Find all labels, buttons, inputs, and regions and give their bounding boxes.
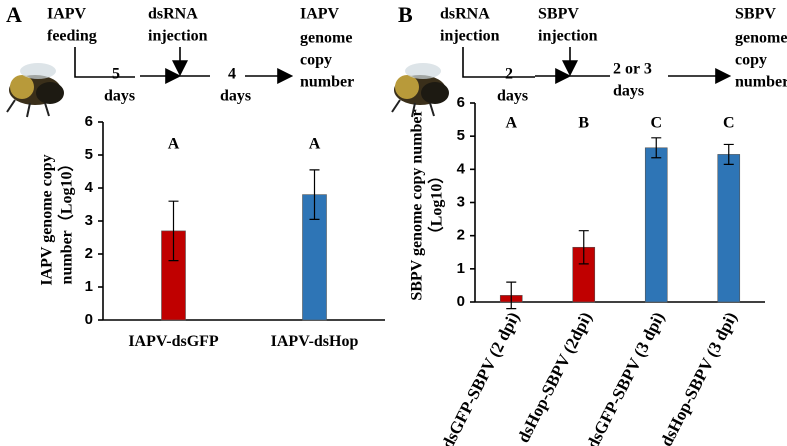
timeline-label: dsRNA (440, 6, 490, 23)
bee-image (391, 62, 450, 118)
timeline-label: injection (440, 28, 500, 45)
error-bar (578, 230, 589, 265)
bee-image (6, 62, 65, 118)
y-axis-label: IAPV genome copy (39, 154, 56, 285)
y-tick-label: 3 (85, 212, 93, 229)
significance-letter: C (650, 115, 662, 132)
timeline-label: copy (300, 52, 332, 69)
y-tick-label: 5 (457, 127, 465, 144)
y-tick-label: 0 (85, 311, 93, 328)
x-tick-label: IAPV-dsHop (271, 333, 359, 350)
timeline-label: injection (538, 28, 598, 45)
panel-label: A (6, 2, 22, 27)
timeline-label: IAPV (47, 6, 87, 23)
panel-label: B (398, 2, 413, 27)
y-tick-label: 5 (85, 146, 93, 163)
x-tick-label: dsGFP-SBPV (3 dpi) (583, 309, 668, 446)
timeline-label: injection (148, 28, 208, 45)
x-tick-label: dsGFP-SBPV (2 dpi) (438, 309, 523, 446)
timeline-label: feeding (47, 28, 97, 45)
timeline-label: days (104, 88, 135, 105)
significance-letter: A (309, 136, 321, 153)
timeline-label: number (735, 74, 787, 91)
timeline-label: SBPV (538, 6, 579, 23)
significance-letter: A (505, 115, 517, 132)
timeline-label: SBPV (735, 6, 776, 23)
y-tick-label: 1 (85, 278, 93, 295)
timeline-arrows (74, 47, 732, 84)
timeline-label: 5 (112, 66, 120, 83)
timeline-label: days (220, 88, 251, 105)
timeline-label: genome (300, 30, 352, 47)
timeline-label: genome (735, 30, 787, 47)
y-tick-label: 2 (457, 227, 465, 244)
timeline-label: number (300, 74, 354, 91)
error-bar (506, 281, 517, 310)
y-tick-label: 4 (457, 160, 466, 177)
error-bar (651, 137, 662, 159)
timeline-line (74, 47, 135, 78)
significance-letter: A (168, 136, 180, 153)
x-tick-label: dsHop-SBPV (3 dpi) (657, 309, 741, 446)
error-bar (168, 200, 179, 262)
timeline-line (462, 47, 535, 78)
timeline-label: dsRNA (148, 6, 198, 23)
y-tick-label: 6 (457, 94, 465, 111)
significance-letter: C (723, 115, 735, 132)
bar (644, 147, 668, 303)
timeline-label: IAPV (300, 6, 340, 23)
error-bar (723, 143, 734, 165)
y-axis-label: number（Log10） (58, 156, 76, 285)
timeline-label: copy (735, 52, 767, 69)
y-tick-label: 1 (457, 260, 465, 277)
timeline-label: days (613, 83, 644, 100)
timeline-label: 4 (228, 66, 236, 83)
bar (717, 154, 741, 303)
timeline-label: 2 (505, 66, 513, 83)
y-axis-label: （Log10） (428, 168, 446, 243)
y-tick-label: 2 (85, 245, 93, 262)
timeline-label: 2 or 3 (613, 61, 652, 78)
y-tick-label: 4 (85, 179, 94, 196)
y-tick-label: 3 (457, 193, 465, 210)
y-tick-label: 6 (85, 113, 93, 130)
x-tick-label: IAPV-dsGFP (128, 333, 219, 350)
y-axis-label: SBPV genome copy number (409, 109, 426, 300)
y-tick-label: 0 (457, 293, 465, 310)
significance-letter: B (578, 115, 589, 132)
error-bar (309, 169, 320, 220)
x-tick-label: dsHop-SBPV (2dpi) (514, 309, 596, 446)
timeline-label: days (497, 88, 528, 105)
